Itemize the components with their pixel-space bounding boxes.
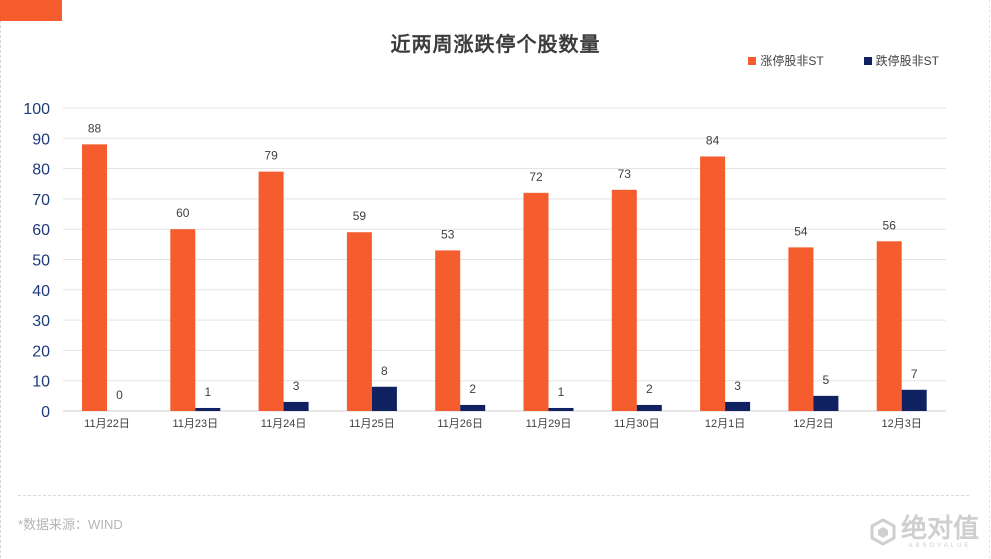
watermark-subtext: ABSOVALUE [908, 543, 972, 549]
data-label: 56 [883, 218, 897, 232]
accent-tab [0, 0, 62, 21]
x-tick-label: 11月29日 [526, 418, 572, 430]
bar-limit-down [725, 401, 751, 411]
data-label: 5 [823, 373, 830, 387]
data-label: 60 [176, 206, 190, 220]
y-tick-label: 70 [32, 192, 50, 209]
bar-limit-up [170, 229, 196, 411]
data-label: 1 [204, 385, 211, 399]
watermark-text: 绝对值 [900, 513, 979, 543]
bar-limit-down [548, 407, 574, 411]
bar-limit-up [876, 241, 902, 411]
watermark-logo: 绝对值 ABSOVALUE [869, 515, 979, 549]
bar-limit-up [82, 144, 107, 412]
bar-limit-up [788, 247, 814, 411]
bar-chart: 0 10 20 30 40 50 60 70 80 90 100 88 0 11月22日 60 1 11月23日… [23, 101, 946, 430]
y-tick-label: 10 [32, 374, 50, 391]
bar-limit-up [700, 156, 726, 411]
legend-label-limit-up: 涨停股非ST [760, 54, 824, 68]
x-tick-label: 12月1日 [705, 418, 745, 430]
x-tick-label: 11月26日 [437, 418, 483, 430]
bar-limit-up [523, 192, 549, 411]
x-tick-label: 11月24日 [261, 418, 307, 430]
bar-limit-down [636, 404, 662, 411]
x-tick-label: 11月25日 [349, 418, 395, 430]
x-tick-label: 12月3日 [882, 418, 922, 430]
bar-limit-up [258, 171, 284, 411]
x-tick-label: 11月23日 [172, 418, 218, 430]
data-label: 59 [353, 209, 367, 223]
data-label: 84 [706, 133, 720, 147]
legend: 涨停股非ST 跌停股非ST [708, 52, 939, 69]
hexagon-logo-icon [870, 518, 896, 546]
legend-label-limit-down: 跌停股非ST [875, 54, 939, 68]
data-label: 88 [88, 121, 102, 135]
bar-limit-down [901, 389, 927, 411]
data-label: 53 [441, 227, 455, 241]
legend-swatch-limit-up [748, 56, 757, 65]
data-label: 7 [911, 367, 918, 381]
y-tick-label: 30 [32, 313, 50, 330]
y-tick-label: 50 [32, 253, 50, 270]
y-tick-label: 40 [32, 283, 50, 300]
bar-limit-down [195, 407, 221, 411]
data-label: 1 [558, 385, 565, 399]
bar-limit-down [813, 395, 839, 411]
bar-limit-down [371, 386, 397, 411]
y-tick-label: 20 [32, 343, 50, 360]
y-tick-label: 100 [23, 101, 50, 118]
data-label: 0 [116, 388, 123, 402]
bar-limit-up [435, 250, 461, 411]
x-tick-label: 12月2日 [793, 418, 833, 430]
y-tick-label: 80 [32, 162, 50, 179]
data-label: 79 [264, 149, 278, 163]
data-label: 8 [381, 364, 388, 378]
x-tick-label: 11月22日 [84, 418, 130, 430]
data-label: 73 [618, 167, 632, 181]
data-source-note: *数据来源：WIND [18, 517, 123, 532]
y-tick-label: 60 [32, 222, 50, 239]
y-tick-label: 0 [41, 404, 50, 421]
y-tick-label: 90 [32, 131, 50, 148]
data-label: 2 [646, 382, 653, 396]
bar-limit-down [283, 401, 309, 411]
data-label: 3 [734, 379, 741, 393]
data-label: 72 [529, 170, 543, 184]
x-tick-label: 11月30日 [614, 418, 660, 430]
footer-divider [18, 495, 969, 496]
data-label: 54 [794, 224, 808, 238]
legend-item-limit-up: 涨停股非ST [748, 52, 824, 69]
bar-limit-down [460, 404, 486, 411]
legend-swatch-limit-down [863, 56, 872, 65]
bar-limit-up [611, 189, 637, 411]
data-label: 3 [293, 379, 300, 393]
legend-item-limit-down: 跌停股非ST [863, 52, 939, 69]
bar-limit-up [346, 232, 372, 411]
chart-title: 近两周涨跌停个股数量 [390, 34, 601, 56]
data-label: 2 [469, 382, 476, 396]
